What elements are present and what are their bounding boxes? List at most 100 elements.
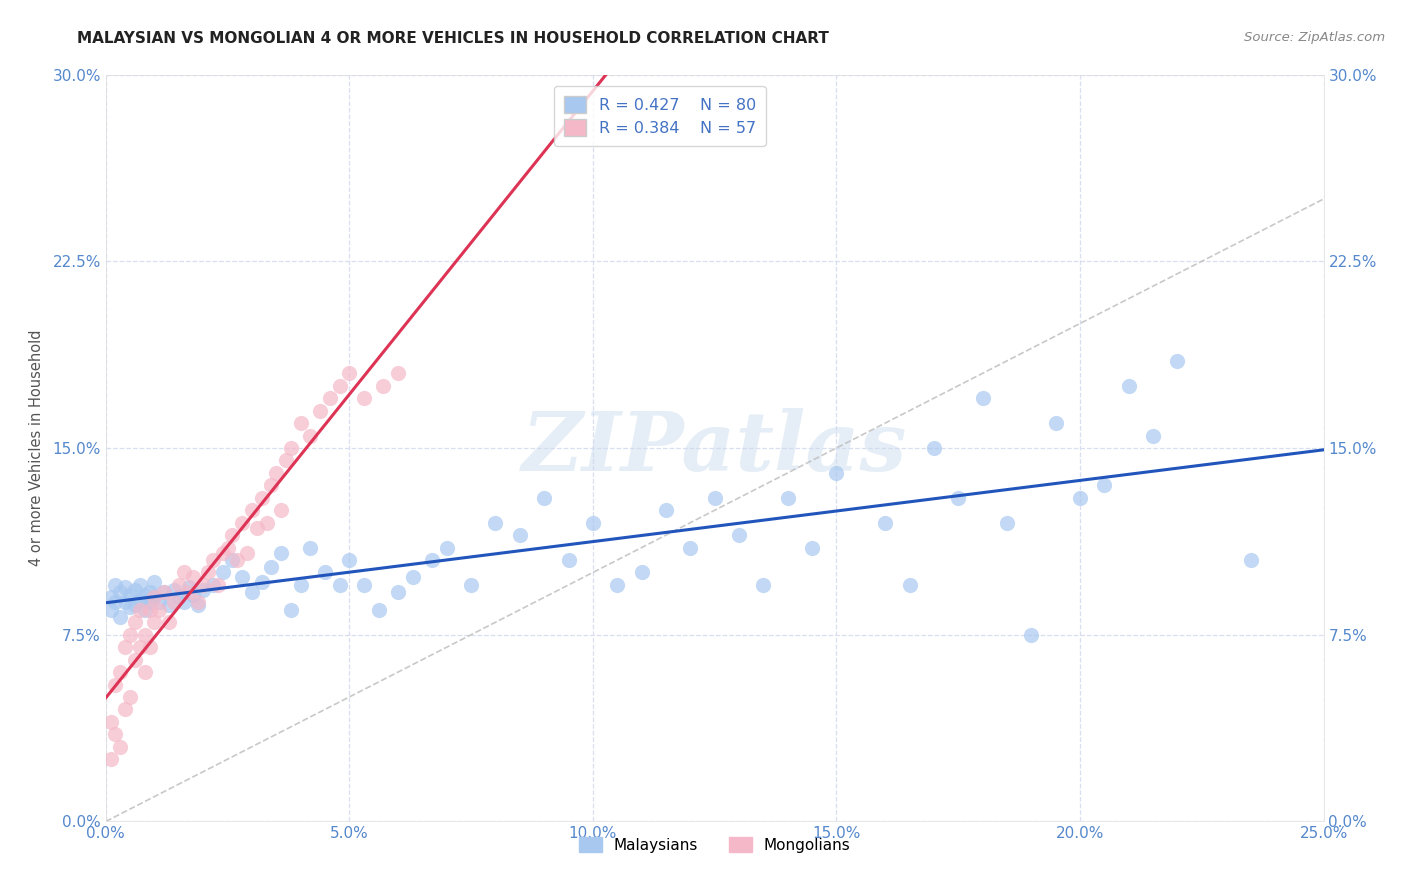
- Point: [100, 752, 122, 766]
- Point: [314, 566, 336, 580]
- Point: [420, 553, 443, 567]
- Point: [124, 582, 146, 597]
- Point: [148, 603, 170, 617]
- Point: [630, 566, 652, 580]
- Point: [124, 615, 146, 630]
- Point: [177, 585, 200, 599]
- Point: [995, 516, 1018, 530]
- Point: [231, 516, 253, 530]
- Point: [353, 578, 375, 592]
- Point: [110, 665, 132, 679]
- Point: [153, 585, 176, 599]
- Point: [353, 391, 375, 405]
- Point: [1021, 628, 1043, 642]
- Point: [138, 603, 160, 617]
- Point: [207, 578, 229, 592]
- Point: [825, 466, 848, 480]
- Point: [114, 595, 136, 609]
- Point: [801, 541, 824, 555]
- Point: [280, 603, 302, 617]
- Point: [100, 714, 122, 729]
- Point: [246, 521, 269, 535]
- Point: [875, 516, 897, 530]
- Point: [260, 478, 283, 492]
- Point: [197, 566, 219, 580]
- Point: [201, 553, 224, 567]
- Point: [157, 598, 180, 612]
- Point: [177, 581, 200, 595]
- Point: [460, 578, 482, 592]
- Point: [128, 640, 150, 655]
- Point: [110, 585, 132, 599]
- Point: [163, 595, 186, 609]
- Point: [100, 603, 122, 617]
- Point: [319, 391, 342, 405]
- Point: [120, 690, 142, 704]
- Point: [337, 553, 360, 567]
- Point: [387, 585, 409, 599]
- Point: [134, 628, 156, 642]
- Y-axis label: 4 or more Vehicles in Household: 4 or more Vehicles in Household: [30, 330, 44, 566]
- Point: [120, 600, 142, 615]
- Text: MALAYSIAN VS MONGOLIAN 4 OR MORE VEHICLES IN HOUSEHOLD CORRELATION CHART: MALAYSIAN VS MONGOLIAN 4 OR MORE VEHICLE…: [77, 31, 830, 46]
- Point: [401, 570, 423, 584]
- Point: [387, 366, 409, 380]
- Point: [1166, 354, 1188, 368]
- Point: [138, 640, 160, 655]
- Point: [1142, 428, 1164, 442]
- Point: [114, 640, 136, 655]
- Point: [948, 491, 970, 505]
- Point: [226, 553, 249, 567]
- Point: [436, 541, 458, 555]
- Point: [153, 585, 176, 599]
- Point: [557, 553, 579, 567]
- Point: [250, 575, 273, 590]
- Point: [201, 578, 224, 592]
- Point: [193, 582, 215, 597]
- Point: [655, 503, 678, 517]
- Point: [104, 595, 127, 609]
- Point: [128, 603, 150, 617]
- Point: [211, 566, 233, 580]
- Point: [120, 628, 142, 642]
- Point: [100, 591, 122, 605]
- Point: [187, 595, 209, 609]
- Point: [1118, 378, 1140, 392]
- Point: [104, 578, 127, 592]
- Point: [128, 592, 150, 607]
- Point: [299, 541, 322, 555]
- Point: [1239, 553, 1261, 567]
- Point: [728, 528, 751, 542]
- Point: [972, 391, 994, 405]
- Point: [290, 578, 312, 592]
- Point: [250, 491, 273, 505]
- Point: [299, 428, 322, 442]
- Point: [270, 545, 292, 559]
- Point: [114, 581, 136, 595]
- Point: [509, 528, 531, 542]
- Point: [290, 416, 312, 430]
- Point: [337, 366, 360, 380]
- Point: [138, 585, 160, 599]
- Point: [776, 491, 799, 505]
- Point: [134, 588, 156, 602]
- Point: [193, 578, 215, 592]
- Point: [274, 453, 297, 467]
- Point: [157, 615, 180, 630]
- Point: [373, 378, 395, 392]
- Point: [582, 516, 605, 530]
- Point: [163, 582, 186, 597]
- Point: [173, 595, 195, 609]
- Point: [143, 615, 166, 630]
- Point: [309, 403, 332, 417]
- Point: [167, 578, 190, 592]
- Point: [124, 598, 146, 612]
- Point: [138, 595, 160, 609]
- Point: [533, 491, 555, 505]
- Point: [236, 545, 259, 559]
- Point: [124, 652, 146, 666]
- Text: Source: ZipAtlas.com: Source: ZipAtlas.com: [1244, 31, 1385, 45]
- Point: [143, 591, 166, 605]
- Point: [167, 591, 190, 605]
- Point: [104, 727, 127, 741]
